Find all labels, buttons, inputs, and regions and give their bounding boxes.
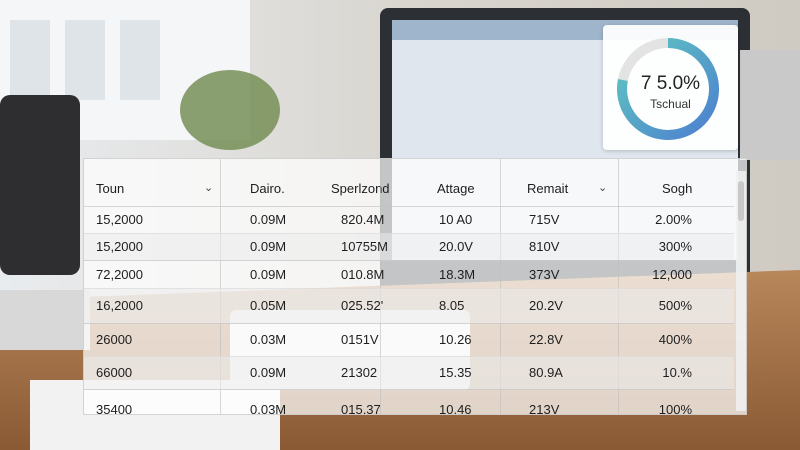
table-cell: 400%: [658, 332, 692, 347]
header-row: Toun Dairo. Sperlzond Attage Remait Sogh ⌄ ⌄: [84, 171, 734, 207]
table-cell: 0.09M: [250, 266, 287, 282]
table-row: 15,2000 0.09M 820.4M 10 A0 715V 2.00%: [84, 206, 734, 234]
table-cell: 0.03M: [250, 332, 287, 347]
scroll-thumb[interactable]: [738, 181, 744, 221]
gauge-ring: [617, 38, 719, 140]
table-cell: 8.05: [439, 298, 465, 313]
table-row: 35400 0.03M 015.37 10.46 213V 100%: [84, 389, 734, 415]
table-cell: 15,2000: [96, 212, 143, 227]
table-cell: 213V: [529, 401, 560, 415]
table-cell: 500%: [658, 298, 692, 313]
table-cell: 0.03M: [250, 401, 287, 415]
table-cell: 373V: [529, 266, 560, 282]
table-cell: 715V: [529, 212, 560, 227]
column-header[interactable]: Remait: [527, 181, 569, 196]
gauge-caption: Tschual: [650, 97, 691, 111]
table-row: 66000 0.09M 21302 15.35 80.9A 10.%: [84, 356, 734, 390]
table-cell: 0.09M: [250, 365, 287, 380]
table-cell: 0.05M: [250, 298, 287, 313]
table-cell: 0.09M: [250, 212, 287, 227]
table-cell: 20.0V: [439, 239, 473, 254]
column-header[interactable]: Toun: [96, 181, 125, 196]
table-cell: 22.8V: [529, 332, 563, 347]
column-divider: [618, 159, 619, 414]
table-row: 26000 0.03M 0151V 10.26 22.8V 400%: [84, 323, 734, 357]
table-cell: 26000: [96, 332, 133, 347]
table-row: 15,2000 0.09M 10755M 20.0V 810V 300%: [84, 233, 734, 261]
table-row: 16,2000 0.05M 025.52' 8.05 20.2V 500%: [84, 288, 734, 324]
column-header[interactable]: Dairo.: [250, 181, 285, 196]
table-cell: 12,000: [652, 266, 692, 282]
table-cell: 100%: [658, 401, 692, 415]
table-cell: 2.00%: [655, 212, 692, 227]
table-cell: 16,2000: [96, 298, 143, 313]
scrollbar[interactable]: [736, 171, 746, 411]
column-divider: [380, 159, 381, 414]
column-divider: [220, 159, 221, 414]
gauge-value: 7 5.0%: [640, 73, 701, 94]
table-cell: 015.37: [341, 401, 381, 415]
table-cell: 80.9A: [529, 365, 563, 380]
column-divider: [500, 159, 501, 414]
column-header[interactable]: Sperlzond: [331, 181, 390, 196]
column-header[interactable]: Sogh: [662, 181, 693, 196]
table-cell: 0151V: [341, 332, 379, 347]
sort-dropdown[interactable]: ⌄: [204, 182, 214, 194]
table-cell: 0.09M: [250, 239, 287, 254]
sort-dropdown[interactable]: ⌄: [598, 182, 608, 194]
table-cell: 35400: [96, 401, 133, 415]
table-cell: 18.3M: [439, 266, 476, 282]
data-table: Toun Dairo. Sperlzond Attage Remait Sogh ⌄ ⌄ 15,…: [83, 158, 747, 415]
table-cell: 66000: [96, 365, 133, 380]
table-cell: 810V: [529, 239, 560, 254]
table-cell: 010.8M: [341, 266, 385, 282]
table-cell: 025.52': [341, 298, 384, 313]
table-cell: 10.%: [662, 365, 692, 380]
table-cell: 20.2V: [529, 298, 563, 313]
table-cell: 21302: [341, 365, 378, 380]
gauge-card: 7 5.0% Tschual: [603, 25, 738, 150]
table-cell: 15.35: [439, 365, 472, 380]
table-cell: 300%: [658, 239, 692, 254]
table-cell: 10.26: [439, 332, 472, 347]
table-cell: 10.46: [439, 401, 472, 415]
table-cell: 15,2000: [96, 239, 143, 254]
column-header[interactable]: Attage: [437, 181, 475, 196]
table-row: 72,2000 0.09M 010.8M 18.3M 373V 12,000: [84, 260, 734, 289]
table-cell: 10 A0: [439, 212, 473, 227]
table-cell: 72,2000: [96, 266, 143, 282]
table-cell: 820.4M: [341, 212, 385, 227]
table-cell: 10755M: [341, 239, 388, 254]
